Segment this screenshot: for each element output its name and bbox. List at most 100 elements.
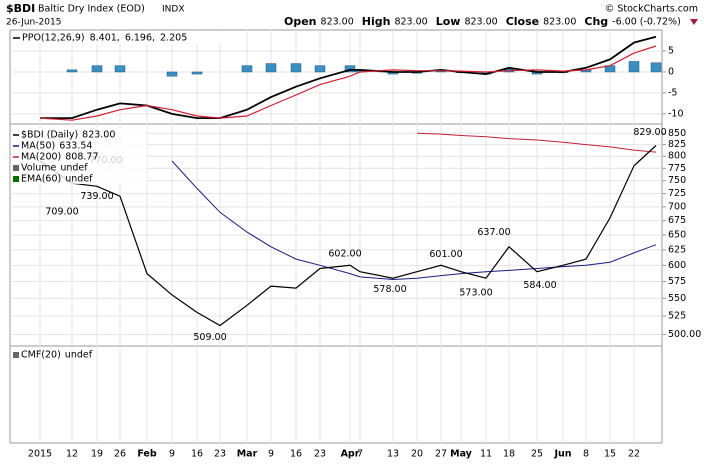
frame — [9, 29, 663, 444]
legend-title: CMF(20) — [21, 350, 61, 361]
x-tick-label: 25 — [531, 449, 543, 460]
legend-value: 808.77 — [65, 152, 98, 163]
quote-label: Close — [506, 15, 539, 28]
y-tick-label: 5 — [668, 45, 674, 56]
x-tick-label: Apr — [341, 449, 360, 460]
x-tick-label: 18 — [503, 449, 515, 460]
point-label: 573.00 — [459, 287, 492, 298]
point-label: 829.00 — [633, 127, 666, 138]
x-tick-label: Jun — [553, 449, 571, 460]
legend-bg — [12, 128, 147, 184]
point-label: 709.00 — [45, 207, 78, 218]
x-tick-label: Feb — [137, 449, 157, 460]
legend-name: EMA(60) — [21, 174, 61, 185]
histogram-bar — [265, 63, 277, 73]
quote-value: 823.00 — [321, 17, 354, 28]
down-arrow — [690, 19, 698, 25]
x-tick-label: 26 — [114, 449, 126, 460]
x-tick-label: 12 — [66, 449, 78, 460]
quote-label: High — [362, 15, 391, 28]
y-tick-label: 850 — [668, 128, 686, 139]
y-tick-label: 800 — [668, 151, 686, 162]
y-tick-label: 500.00 — [668, 329, 701, 340]
legend-value: 6.196, — [125, 33, 155, 44]
legend-value: undef — [60, 163, 88, 174]
symbol: $BDI — [6, 2, 35, 15]
y-tick-label: 525 — [668, 310, 686, 321]
quote-label: Chg — [584, 15, 608, 28]
point-label: 601.00 — [429, 249, 462, 260]
x-tick-label: 8 — [583, 449, 589, 460]
legend-value: undef — [65, 350, 93, 361]
y-tick-label: 675 — [668, 215, 686, 226]
credit: © StockCharts.com — [605, 4, 698, 15]
point-label: 637.00 — [477, 227, 510, 238]
point-label: 509.00 — [193, 332, 226, 343]
legend-bg — [12, 32, 242, 44]
x-tick-label: 20 — [411, 449, 423, 460]
x-tick-label: 27 — [435, 449, 447, 460]
point-label: 602.00 — [328, 249, 361, 260]
x-tick-label: 13 — [387, 449, 399, 460]
x-tick-label: Mar — [237, 449, 258, 460]
date: 26-Jun-2015 — [6, 18, 61, 28]
legend-value: undef — [65, 174, 93, 185]
series-line — [39, 45, 657, 121]
y-tick-label: 750 — [668, 175, 686, 186]
legend-swatch — [13, 165, 19, 171]
histogram-bar — [114, 65, 126, 73]
legend-name: MA(200) — [21, 152, 61, 163]
y-tick-label: 550 — [668, 293, 686, 304]
legend-value: 823.00 — [82, 130, 115, 141]
legend-name: MA(50) — [21, 141, 55, 152]
histogram-bar — [314, 65, 326, 73]
histogram-bar — [290, 63, 302, 73]
legend-name: $BDI (Daily) — [21, 130, 78, 141]
x-tick-label: 16 — [290, 449, 302, 460]
index-name: Baltic Dry Index (EOD) — [38, 4, 145, 15]
y-tick-label: 775 — [668, 163, 686, 174]
x-tick-label: 15 — [604, 449, 616, 460]
x-tick-label: 23 — [214, 449, 226, 460]
x-tick-label: 16 — [191, 449, 203, 460]
quote-label: Open — [284, 15, 317, 28]
series-line — [40, 35, 657, 119]
x-tick-label: 22 — [628, 449, 640, 460]
histogram-bar — [344, 65, 356, 73]
histogram-bar — [191, 71, 203, 75]
x-tick-label: May — [450, 449, 473, 460]
x-tick-label: 19 — [91, 449, 103, 460]
series-line — [39, 145, 657, 327]
x-tick-label: 9 — [169, 449, 175, 460]
quote-value: 823.00 — [543, 17, 576, 28]
y-tick-label: -10 — [668, 108, 684, 119]
y-tick-label: 700 — [668, 201, 686, 212]
histogram-bar — [166, 71, 178, 77]
y-tick-label: 0 — [668, 66, 674, 77]
x-tick-label: 2015 — [28, 449, 52, 460]
legend-swatch — [13, 176, 19, 182]
x-tick-label: 11 — [480, 449, 492, 460]
quote-label: Low — [436, 15, 461, 28]
quote-value: -6.00 (-0.72%) — [612, 17, 681, 28]
legend-title: PPO(12,26,9) — [22, 33, 85, 44]
point-label: 578.00 — [373, 284, 406, 295]
series-line — [171, 160, 657, 281]
y-tick-label: 650 — [668, 229, 686, 240]
legend-value: 633.54 — [59, 141, 92, 152]
histogram-bar — [650, 62, 662, 73]
x-tick-label: 9 — [268, 449, 274, 460]
y-tick-label: 575 — [668, 276, 686, 287]
histogram-bar — [91, 65, 103, 73]
legend-swatch — [13, 352, 19, 358]
quote-value: 823.00 — [464, 17, 497, 28]
y-tick-label: 600 — [668, 260, 686, 271]
legend-value: 2.205 — [160, 33, 187, 44]
y-tick-label: 625 — [668, 244, 686, 255]
point-label: 584.00 — [523, 280, 556, 291]
legend-name: Volume — [21, 163, 56, 174]
legend-value: 8.401, — [90, 33, 120, 44]
point-label: 739.00 — [80, 191, 113, 202]
